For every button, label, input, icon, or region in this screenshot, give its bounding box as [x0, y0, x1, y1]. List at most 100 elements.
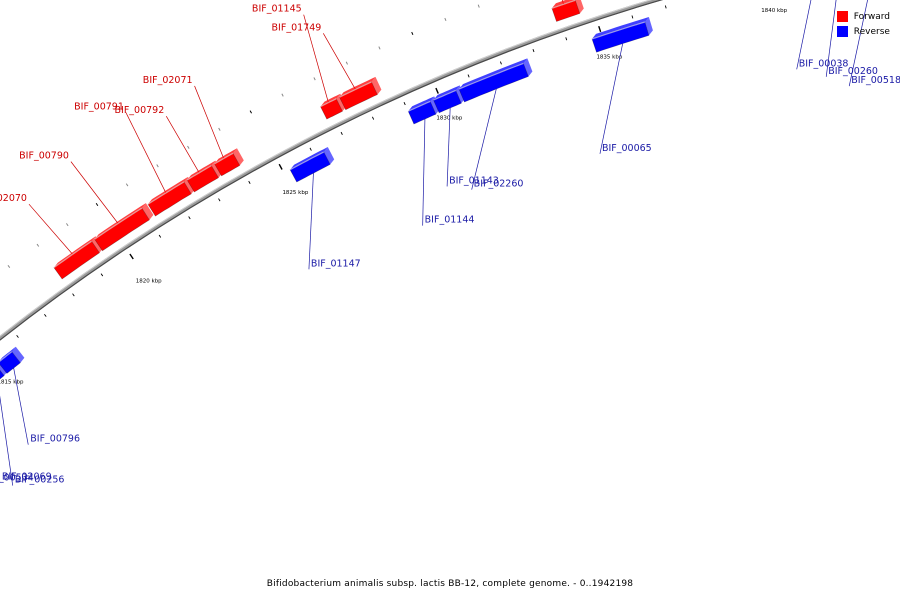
- tick-dot: [345, 61, 348, 65]
- leader-line: [471, 88, 497, 190]
- tick-mark: [72, 293, 75, 297]
- tick-label: 1840 kbp: [761, 8, 787, 14]
- tick-mark: [372, 116, 375, 120]
- tick-mark: [598, 25, 602, 33]
- tick-mark: [403, 101, 406, 106]
- tick-dot: [281, 93, 284, 97]
- tick-dot: [95, 202, 99, 207]
- tick-dot: [187, 145, 190, 149]
- tick-dot: [65, 223, 69, 227]
- tick-mark: [158, 234, 162, 238]
- gene-label-BIF_00256[interactable]: BIF_00256: [15, 475, 65, 486]
- gene-label-BIF_01144[interactable]: BIF_01144: [425, 215, 475, 226]
- legend-reverse-label: Reverse: [853, 26, 890, 37]
- tick-mark: [664, 5, 667, 9]
- gene-label-BIF_00790[interactable]: BIF_00790: [19, 151, 69, 162]
- leader-line: [796, 0, 812, 70]
- gene-BIF_00791[interactable]: [147, 176, 196, 217]
- gene-label-BIF_00260[interactable]: BIF_00260: [828, 66, 878, 77]
- gene-BIF_00796[interactable]: [0, 346, 25, 374]
- tick-mark: [631, 15, 634, 19]
- leader-line: [308, 173, 314, 270]
- gene-features: [0, 0, 653, 380]
- tick-mark: [248, 180, 251, 184]
- tick-label: 1815 kbp: [0, 379, 24, 385]
- legend-reverse: Reverse: [836, 24, 890, 39]
- gene-label-BIF_00792[interactable]: BIF_00792: [115, 105, 165, 116]
- gene-label-BIF_02071[interactable]: BIF_02071: [143, 75, 193, 86]
- gene-label-BIF_00038[interactable]: BIF_00038: [799, 58, 849, 69]
- tick-mark: [278, 163, 283, 170]
- tick-mark: [565, 37, 568, 41]
- tick-dot: [477, 4, 480, 8]
- tick-mark: [188, 216, 191, 220]
- tick-dot: [249, 110, 252, 114]
- tick-mark: [499, 61, 502, 65]
- gene-label-BIF_00791[interactable]: BIF_00791: [74, 101, 124, 112]
- tick-label: 1825 kbp: [282, 190, 308, 196]
- leader-line: [446, 108, 451, 187]
- tick-dot: [156, 164, 159, 168]
- label-leaders: [0, 0, 868, 486]
- leader-line: [0, 395, 14, 486]
- tick-label: 1835 kbp: [596, 54, 622, 60]
- leader-line: [599, 43, 623, 154]
- gene-label-BIF_02069[interactable]: BIF_02069: [2, 471, 52, 482]
- tick-dot: [125, 183, 129, 187]
- gene-label-BIF_01143[interactable]: BIF_01143: [449, 175, 499, 186]
- gene-label-BIF_00065[interactable]: BIF_00065: [602, 143, 652, 154]
- gene-label-BIF_02070[interactable]: BIF_02070: [0, 193, 27, 204]
- gene-BIF_01749[interactable]: [339, 76, 382, 111]
- gene-label-BIF_02260[interactable]: BIF_02260: [474, 179, 524, 190]
- gene-BIF_00790[interactable]: [94, 203, 154, 252]
- leader-line: [125, 112, 167, 194]
- gene-label-BIF_00518[interactable]: BIF_00518: [851, 75, 900, 86]
- tick-label: 1820 kbp: [136, 278, 162, 284]
- tick-dot: [313, 77, 316, 81]
- leader-line: [28, 203, 73, 255]
- gene-label-BIF_00534[interactable]: BIF_00534: [0, 473, 34, 484]
- legend-forward-label: Forward: [853, 11, 890, 22]
- gene-BIF_01145[interactable]: [320, 93, 347, 120]
- tick-dot: [36, 243, 40, 247]
- gene-label-BIF_00796[interactable]: BIF_00796: [30, 434, 80, 445]
- leader-line: [70, 161, 119, 224]
- gene-BIF_00176[interactable]: [551, 0, 584, 22]
- tick-dot: [7, 264, 11, 268]
- gene-label-BIF_01145[interactable]: BIF_01145: [252, 4, 302, 15]
- leader-line: [13, 367, 29, 445]
- tick-mark: [467, 74, 470, 78]
- tick-dot: [411, 31, 414, 36]
- tick-mark: [435, 87, 439, 94]
- gene-BIF_02071[interactable]: [214, 148, 244, 177]
- tick-mark: [44, 313, 47, 317]
- leader-line: [322, 33, 356, 90]
- leader-line: [303, 14, 329, 103]
- gene-BIF_01147[interactable]: [289, 147, 335, 183]
- tick-mark: [340, 131, 343, 135]
- gene-BIF_02260[interactable]: [458, 58, 533, 103]
- reverse-swatch: [836, 26, 848, 37]
- tick-mark: [218, 198, 221, 202]
- forward-swatch: [836, 11, 848, 22]
- gene-BIF_00792[interactable]: [186, 160, 223, 193]
- gene-BIF_01143[interactable]: [433, 85, 466, 114]
- genome-backbone: [0, 0, 664, 341]
- gene-BIF_00065[interactable]: [591, 17, 653, 53]
- tick-dot: [378, 46, 381, 50]
- gene-label-BIF_01749[interactable]: BIF_01749: [272, 22, 322, 33]
- leader-line: [165, 116, 200, 173]
- tick-mark: [100, 273, 104, 277]
- leader-line: [194, 85, 225, 159]
- leader-line: [422, 119, 426, 226]
- gene-BIF_02070[interactable]: [53, 236, 104, 280]
- legend: Forward Reverse: [836, 9, 890, 39]
- leader-line: [848, 0, 868, 87]
- tick-mark: [129, 253, 134, 260]
- tick-mark: [16, 335, 19, 338]
- gene-label-BIF_01147[interactable]: BIF_01147: [311, 258, 361, 269]
- tick-mark: [532, 49, 535, 53]
- gene-BIF_01144[interactable]: [407, 96, 440, 125]
